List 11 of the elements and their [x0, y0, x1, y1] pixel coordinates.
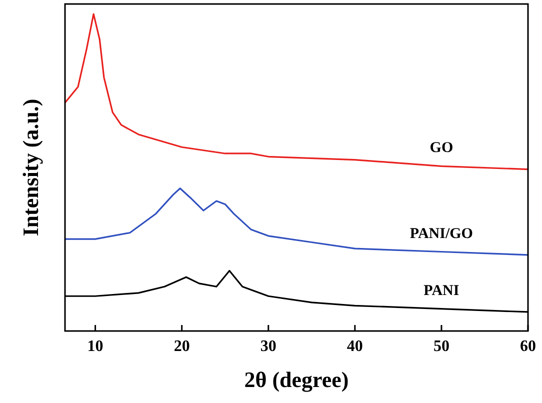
x-tick-label: 60 [520, 338, 536, 355]
series-label: PANI/GO [410, 226, 473, 242]
x-tick-label: 50 [433, 338, 450, 355]
x-axis-title: 2θ (degree) [244, 367, 349, 392]
series-label: PANI [424, 282, 460, 299]
x-tick-label: 40 [346, 338, 363, 355]
x-tick-label: 20 [174, 338, 190, 355]
x-tick-label: 30 [260, 338, 276, 355]
series-label: GO [430, 140, 454, 156]
y-axis-title: Intensity (a.u.) [18, 98, 43, 236]
x-tick-label: 10 [87, 338, 104, 355]
